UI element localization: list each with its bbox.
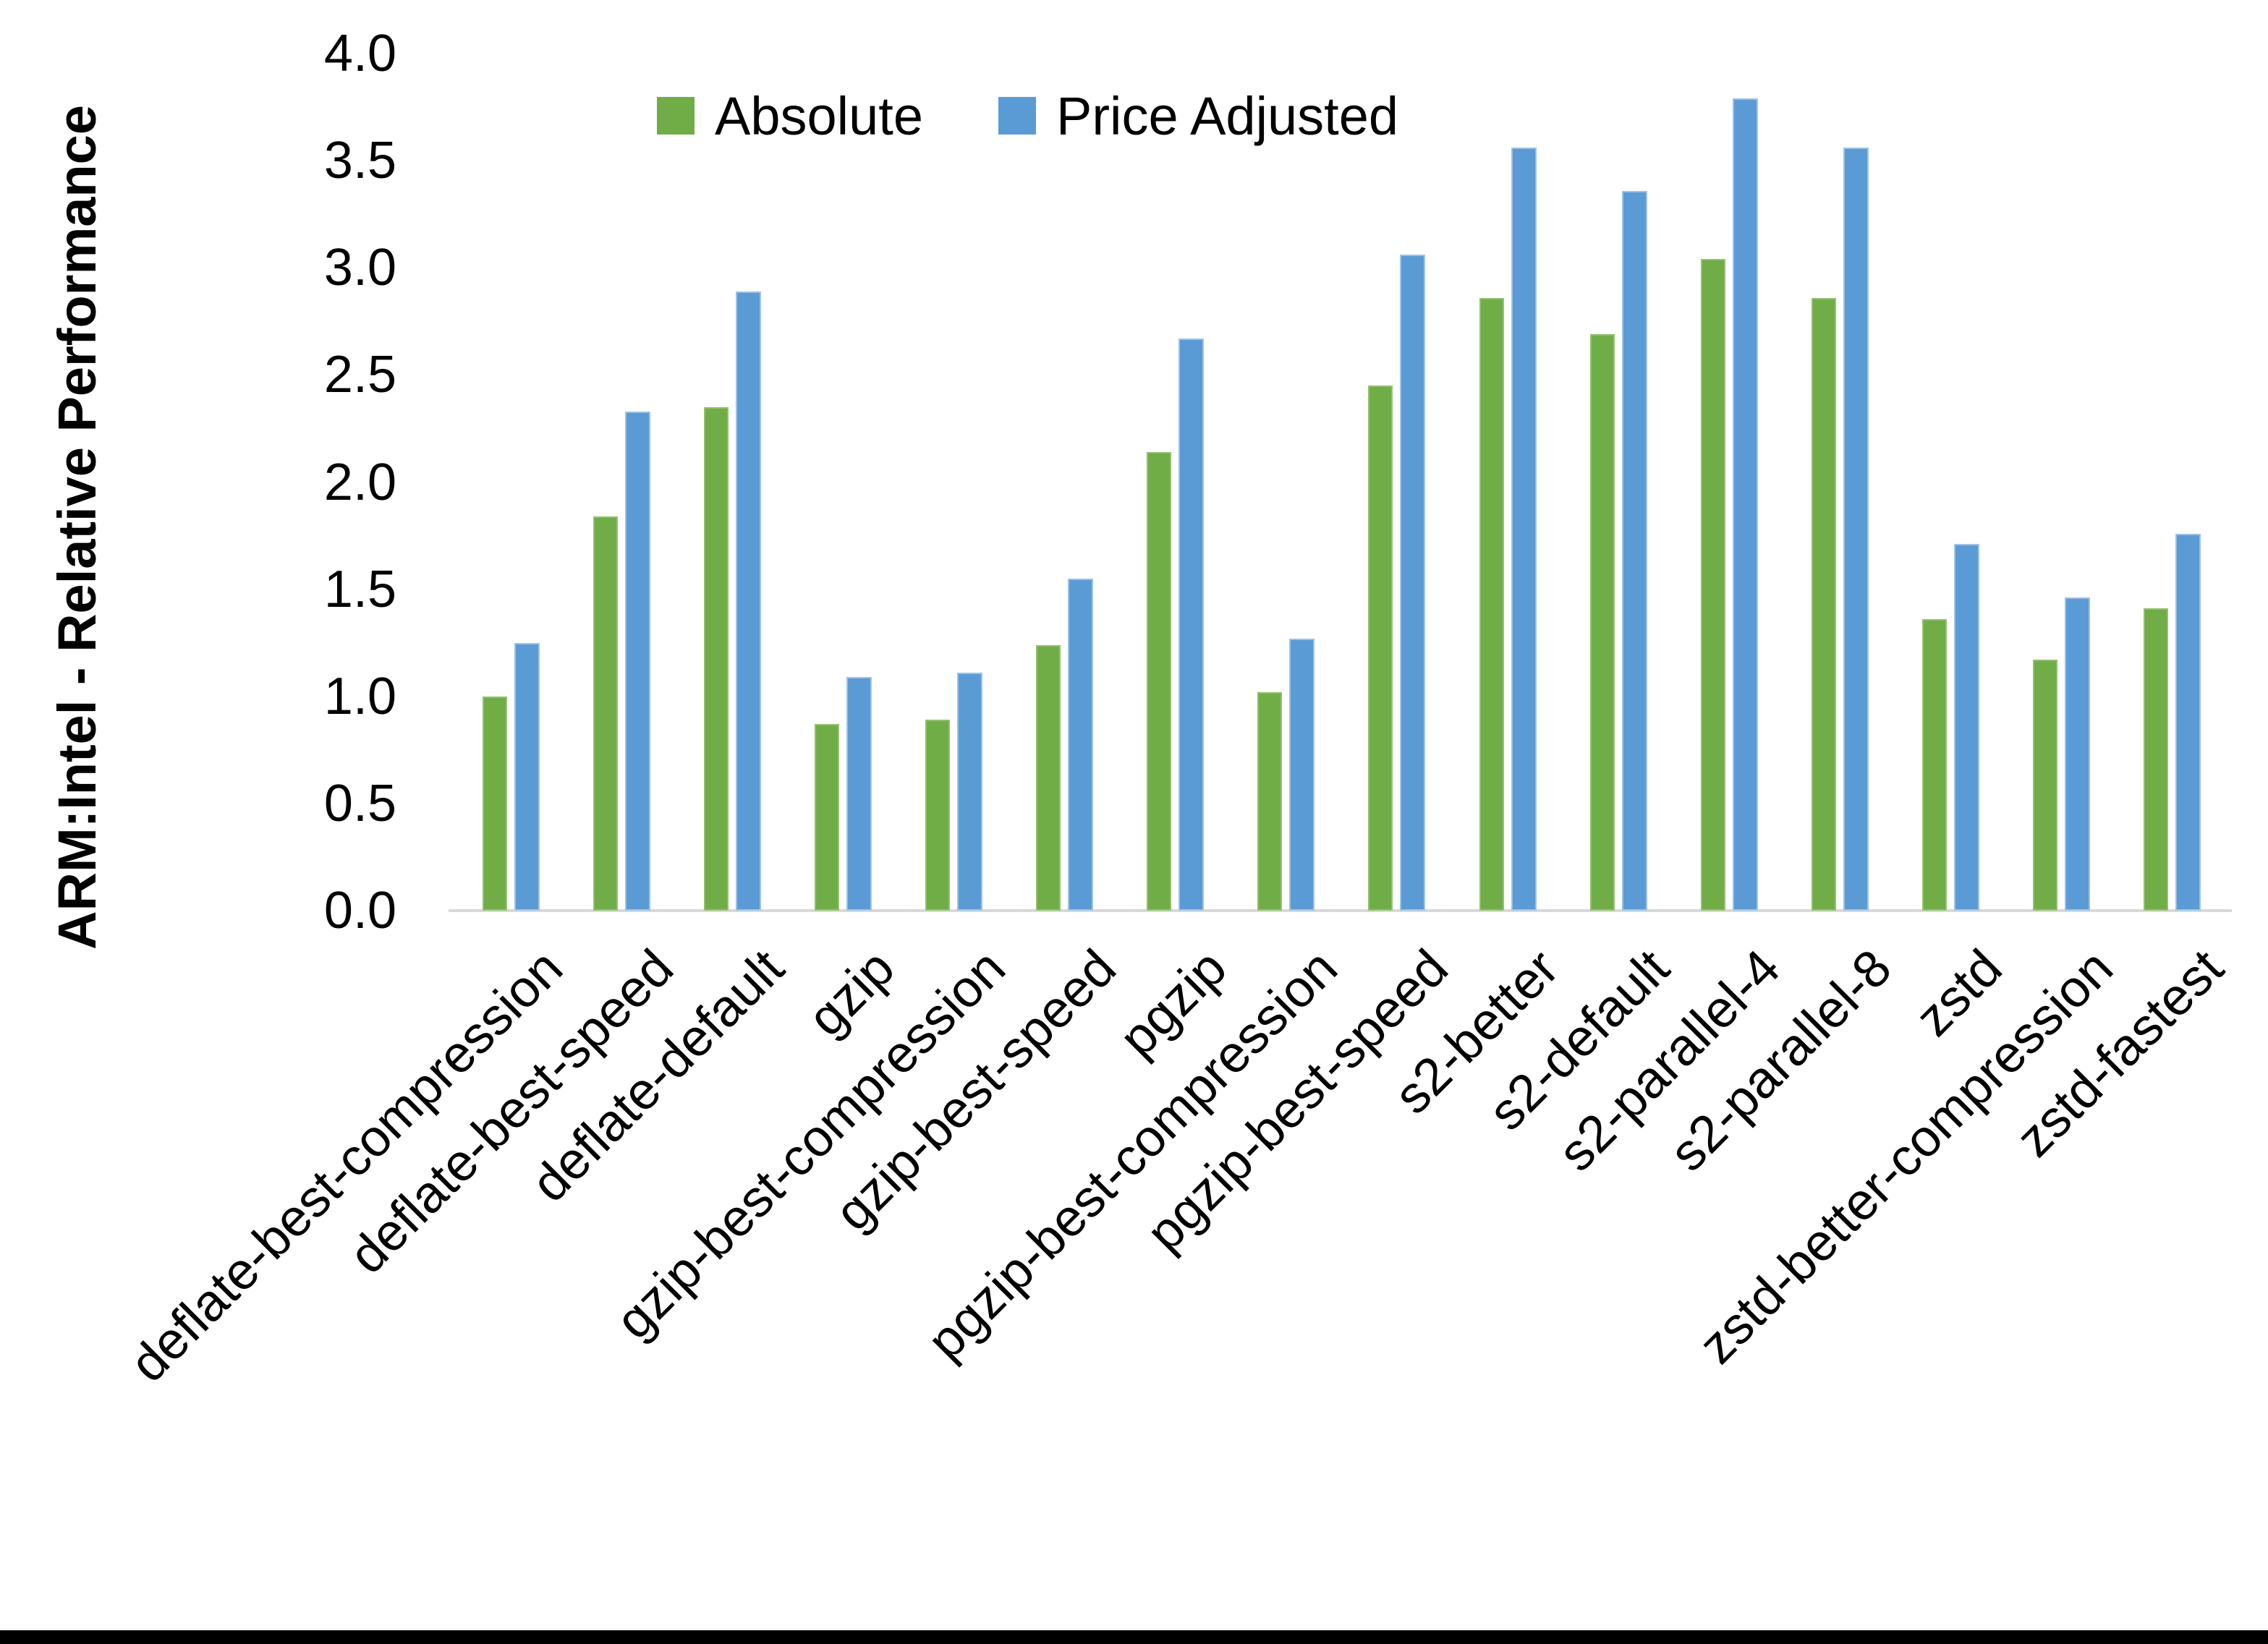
bar-absolute-deflate-default [704,406,729,911]
bar-price-adjusted-s2-better [1511,148,1537,911]
bar-absolute-gzip [815,724,840,911]
y-tick-label: 1.5 [323,560,396,618]
bar-price-adjusted-gzip [846,677,872,911]
bar-absolute-s2-default [1589,334,1615,911]
bar-price-adjusted-s2-parallel-8 [1843,148,1869,911]
legend-swatch-icon [998,97,1036,135]
bar-absolute-zstd [1921,619,1947,911]
y-tick-label: 3.5 [323,132,396,190]
bar-price-adjusted-gzip-best-compression [957,673,983,911]
y-tick-label: 2.0 [323,453,396,511]
bar-price-adjusted-deflate-best-compression [514,642,540,911]
bar-price-adjusted-deflate-default [736,291,762,911]
legend-label: Price Adjusted [1056,85,1399,146]
x-axis-label: deflate-best-compression [119,939,574,1394]
bar-price-adjusted-deflate-best-speed [625,411,651,911]
bar-absolute-gzip-best-speed [1036,644,1061,911]
bar-price-adjusted-zstd-better-compression [2064,597,2090,911]
bar-absolute-pgzip [1147,452,1172,911]
bar-absolute-deflate-best-compression [483,696,507,911]
bar-absolute-deflate-best-speed [593,516,619,911]
bar-price-adjusted-zstd [1953,544,1979,911]
bar-absolute-zstd-better-compression [2032,660,2057,911]
y-tick-label: 1.0 [323,667,396,725]
bar-price-adjusted-gzip-best-speed [1068,578,1094,911]
bar-absolute-pgzip-best-speed [1368,386,1393,911]
y-tick-label: 3.0 [323,239,396,297]
bottom-border [0,1630,2268,1644]
bar-price-adjusted-s2-default [1621,190,1647,911]
y-tick-label: 4.0 [323,25,396,82]
bar-absolute-s2-parallel-8 [1811,297,1836,911]
bar-absolute-zstd-fastest [2143,608,2168,911]
bar-absolute-pgzip-best-compression [1257,691,1283,911]
y-tick-label: 0.5 [323,774,396,832]
bar-absolute-s2-better [1479,297,1504,911]
bar-absolute-gzip-best-compression [925,720,951,911]
bar-price-adjusted-zstd-fastest [2175,533,2201,911]
x-axis-line [449,909,2232,912]
y-tick-label: 0.0 [323,882,396,940]
bar-price-adjusted-s2-parallel-4 [1732,98,1758,911]
bar-price-adjusted-pgzip-best-compression [1289,638,1315,911]
bar-price-adjusted-pgzip-best-speed [1400,255,1426,911]
legend-swatch-icon [657,97,695,135]
legend-item: Absolute [657,86,923,146]
legend-item: Price Adjusted [998,86,1398,146]
y-tick-label: 2.5 [323,346,396,404]
bar-absolute-s2-parallel-4 [1700,259,1725,911]
bar-price-adjusted-pgzip [1178,338,1205,911]
legend-label: Absolute [715,85,923,146]
